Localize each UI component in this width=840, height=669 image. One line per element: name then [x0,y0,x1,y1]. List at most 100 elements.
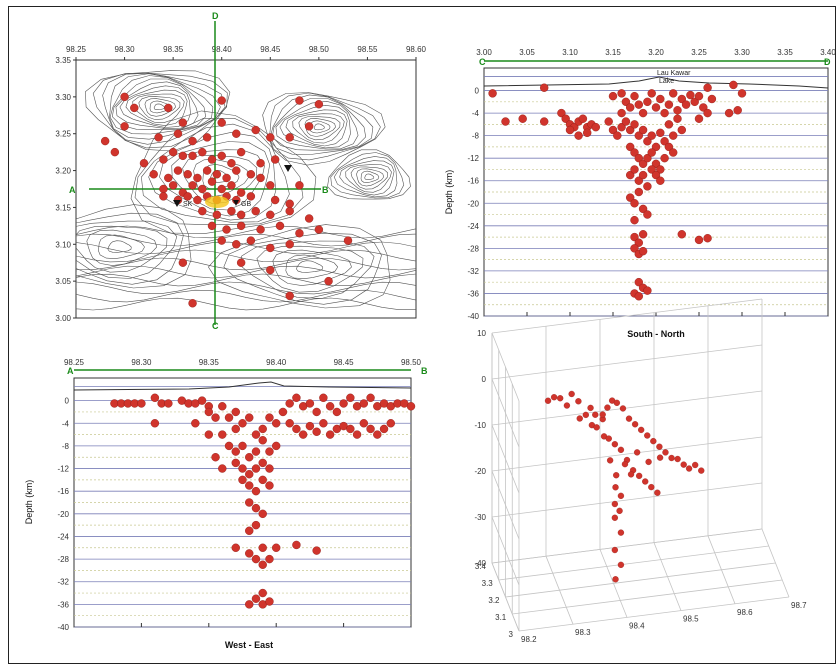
td-z-tick-label: -30 [474,513,486,522]
map-epicenter-point [236,188,246,197]
we-hypocenter-point [251,486,261,496]
map-epicenter-point [266,210,275,220]
sn-hypocenter-point [656,94,665,104]
we-hypocenter-point [137,399,146,408]
map-epicenter-point [270,155,280,164]
contour-line-43 [330,152,405,199]
td-hypocenter-point [698,467,705,474]
we-hypocenter-point [272,441,281,451]
figure-canvas: 98.25 98.30 98.35 98.40 98.45 98.50 98.55 98.60… [24,11,835,650]
sn-grid [484,76,828,317]
map-epicenter-point [217,96,226,105]
td-side-wall-grid-line [491,332,520,402]
we-y-tick-label: -28 [57,555,69,564]
map-epicenter-point [222,225,231,234]
we-x-tick-label: 98.40 [266,358,287,367]
td-hypocenter-point [636,472,643,480]
contour-line-57 [223,232,382,305]
sn-x-ticks: 3.00 3.05 3.10 3.15 3.20 3.25 3.30 3.35 3.40 [476,48,835,316]
contour-line-64 [76,265,416,279]
td-lat-ticks: 3.4 3.3 3.2 3.13 [475,562,514,639]
sn-x-tick-label: 3.20 [648,48,664,57]
sn-hypocenter-point [638,170,648,180]
map-epicenter-point [178,118,188,127]
sn-hypocenter-point [694,235,704,245]
we-hypocenter-point [366,424,375,434]
map-epicenter-point [120,92,129,102]
map-epicenter-point [324,276,333,286]
td-hypocenter-point [575,398,582,405]
contour-line-10 [109,73,221,140]
we-hypocenter-point [379,424,389,434]
we-x-ticks: 98.25 98.30 98.35 98.40 98.45 98.50 [64,358,422,627]
sn-hypocenter-point [583,128,592,138]
we-hypocenter-point [285,419,294,428]
contour-line-42 [333,156,398,198]
td-back-wall-grid-line [491,298,763,334]
map-epicenter-point [202,133,212,142]
td-hypocenter-point [617,492,625,499]
td-hypocenter-point [680,461,687,468]
map-epicenter-point [227,158,236,168]
sn-x-tick-label: 3.35 [777,48,793,57]
td-hypocenter-point [613,399,621,406]
map-epicenter-point [266,243,275,253]
map-epicenter-point [304,214,314,223]
map-epicenter-point [130,103,139,113]
sn-hypocenter-point [703,108,712,118]
map-epicenter-point [232,129,241,138]
contour-line-35 [130,110,317,235]
sn-y-tick-label: -8 [472,132,480,141]
sn-hypocenter-point [660,153,669,163]
map-y-tick-label: 3.20 [55,167,71,176]
sn-hypocenter-point [656,128,665,138]
map-x-tick-label: 98.60 [406,45,427,54]
map-epicenter-point [173,129,183,138]
sn-hypocenter-point [729,80,738,90]
we-y-tick-label: -20 [57,510,69,519]
sn-y-axis-label: Depth (km) [444,170,454,215]
contour-line-22 [271,98,367,151]
map-epicenter-point [227,181,236,190]
contour-line-38 [356,168,384,187]
sn-hypocenter-point [703,83,712,92]
sn-y-tick-label: -28 [467,244,479,253]
map-epicenter-point [212,170,222,179]
sn-hypocenter-point [638,125,648,135]
sn-surface-profile [483,76,829,89]
we-hypocenter-point [197,396,207,405]
map-epicenter-point [207,177,217,186]
west-east-section: A B 98.25 98.30 98.35 98.40 98.45 98.50 0 -4 -8… [24,358,428,650]
sn-hypocenter-point [643,153,652,163]
map-epicenter-point [168,147,178,157]
sn-hypocenter-point [669,89,678,98]
td-floor-grid-line [512,579,783,615]
contour-line-20 [279,104,351,149]
we-hypocenter-point [305,399,315,408]
we-hypocenter-point [258,458,267,468]
sn-hypocenter-point [703,234,712,243]
sn-hypocenter-point [643,286,652,295]
sn-y-ticks: 0 -4 -8 -12 -16 -20 -24 -28 -32 -36 -40 [467,87,479,321]
we-hypocenter-point [164,399,173,408]
sn-hypocenter-point [677,230,686,239]
map-epicenter-point [266,265,275,275]
section-label-a: A [69,185,76,195]
we-hypocenter-point [352,430,362,439]
we-hypocenter-point [258,543,267,552]
map-epicenter-point [295,96,304,105]
td-back-wall-grid-line [491,528,763,564]
sn-x-tick-label: 3.25 [691,48,707,57]
sn-x-axis-label: South - North [627,329,685,339]
map-epicenter-point [212,210,222,220]
map-epicenter-point [159,184,168,194]
contour-line-50 [76,212,184,285]
contour-line-3 [138,96,181,120]
we-hypocenter-point [218,430,227,439]
sn-hypocenter-point [699,103,708,112]
we-hypocenter-point [272,419,281,428]
sn-hypocenter-point [694,114,704,123]
td-hypocenter-point [550,394,558,401]
td-side-wall-grid-line [491,424,520,494]
td-lat-tick-label: 3.4 [475,562,487,571]
